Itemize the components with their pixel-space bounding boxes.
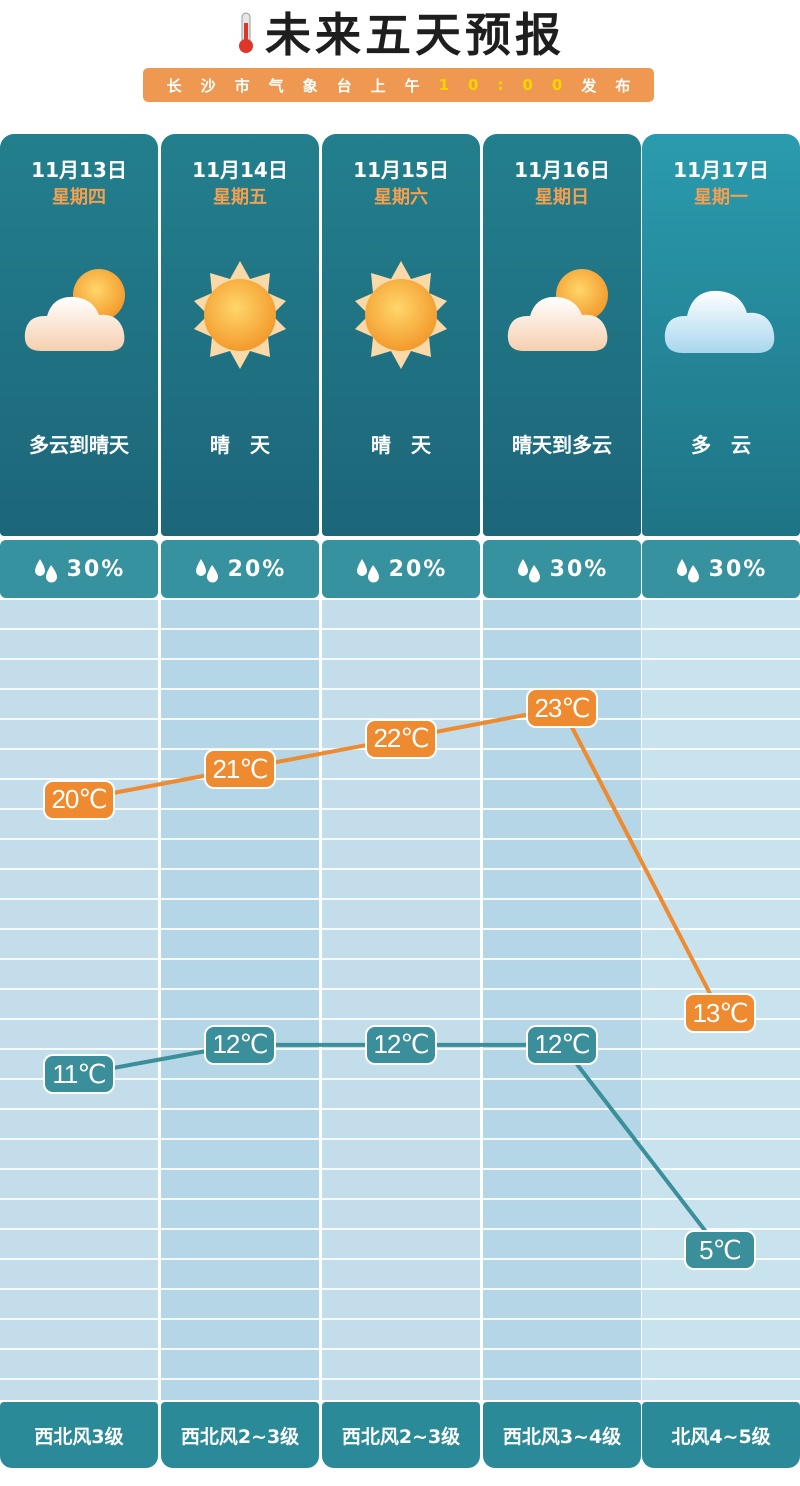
low-temperature-label: 5℃ — [684, 1230, 756, 1270]
rain-probability: 20% — [322, 540, 480, 598]
rain-probability: 30% — [483, 540, 641, 598]
day-date: 11月15日 — [353, 158, 449, 182]
sun-icon — [355, 261, 447, 369]
raindrop-icon — [676, 559, 699, 583]
rain-value: 30% — [708, 556, 768, 582]
raindrop-icon — [517, 559, 540, 583]
raindrop-icon — [195, 559, 218, 583]
low-temperature-label: 12℃ — [204, 1024, 276, 1065]
publish-info-bar: 长沙市气象台上午 10:00 发布 — [143, 68, 654, 102]
high-temperature-label: 20℃ — [43, 779, 115, 820]
high-temperature-label: 13℃ — [684, 993, 756, 1033]
high-temperature-label: 23℃ — [526, 688, 598, 728]
rain-probability: 20% — [161, 540, 319, 598]
wind-info: 西北风2~3级 — [161, 1402, 319, 1468]
header: 未来五天预报 — [0, 0, 800, 64]
low-temperature-label: 12℃ — [526, 1024, 598, 1065]
day-date: 11月16日 — [514, 158, 610, 182]
day-condition: 晴 天 — [210, 433, 270, 457]
day-condition: 多 云 — [691, 433, 751, 457]
day-date: 11月17日 — [673, 158, 769, 182]
cloud-icon — [664, 290, 775, 353]
rain-probability: 30% — [0, 540, 158, 598]
raindrop-icon — [34, 559, 57, 583]
rain-probability: 30% — [642, 540, 800, 598]
day-weekday: 星期四 — [52, 187, 106, 208]
rain-value: 30% — [549, 556, 609, 582]
chart-background — [0, 600, 158, 1400]
publish-info-suffix: 发布 — [581, 76, 650, 95]
wind-info: 北风4~5级 — [642, 1402, 800, 1468]
day-condition: 晴天到多云 — [512, 433, 612, 457]
day-weekday: 星期日 — [535, 187, 589, 208]
day-condition: 晴 天 — [371, 433, 431, 457]
day-date: 11月13日 — [31, 158, 127, 182]
low-temperature-label: 11℃ — [43, 1054, 115, 1095]
high-temperature-label: 22℃ — [365, 718, 437, 759]
rain-value: 30% — [66, 556, 126, 582]
publish-time: 10:00 — [438, 76, 582, 94]
rain-value: 20% — [388, 556, 448, 582]
low-temperature-label: 12℃ — [365, 1024, 437, 1065]
day-weekday: 星期六 — [374, 187, 428, 208]
publish-info-prefix: 长沙市气象台上午 — [166, 76, 439, 95]
partly-cloudy-icon — [24, 269, 125, 351]
wind-info: 西北风3~4级 — [483, 1402, 641, 1468]
chart-background — [161, 600, 319, 1400]
rain-value: 20% — [227, 556, 287, 582]
day-weekday: 星期一 — [694, 187, 748, 208]
day-date: 11月14日 — [192, 158, 288, 182]
wind-info: 西北风2~3级 — [322, 1402, 480, 1468]
thermometer-icon — [239, 12, 253, 53]
raindrop-icon — [356, 559, 379, 583]
sun-icon — [194, 261, 286, 369]
wind-info: 西北风3级 — [0, 1402, 158, 1468]
partly-cloudy-icon — [507, 269, 608, 351]
high-temperature-label: 21℃ — [204, 749, 276, 789]
day-condition: 多云到晴天 — [29, 433, 129, 457]
day-weekday: 星期五 — [213, 187, 267, 208]
page-title: 未来五天预报 — [265, 8, 565, 62]
